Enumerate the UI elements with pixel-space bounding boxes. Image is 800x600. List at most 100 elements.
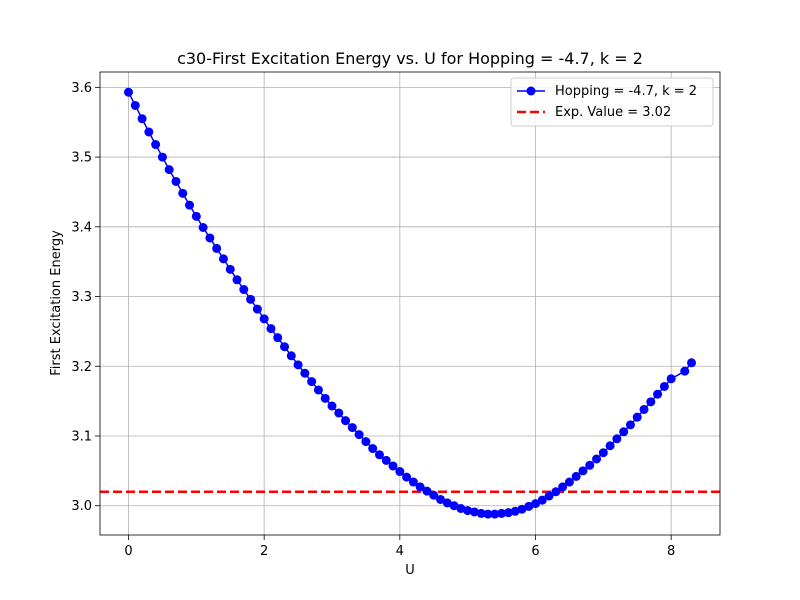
data-point	[178, 188, 188, 198]
data-point	[571, 471, 581, 481]
data-point	[259, 314, 269, 324]
data-point	[436, 494, 446, 504]
data-point	[632, 412, 642, 422]
data-point	[422, 486, 432, 496]
data-point	[151, 140, 161, 150]
data-point	[273, 333, 283, 343]
data-point	[510, 506, 520, 516]
data-point	[659, 381, 669, 391]
data-point	[327, 401, 337, 411]
data-point	[483, 509, 493, 519]
data-point	[212, 243, 222, 253]
data-point	[347, 423, 357, 433]
data-point	[246, 294, 256, 304]
data-point	[266, 324, 276, 334]
y-tick-label: 3.1	[71, 429, 92, 444]
data-point	[517, 504, 527, 514]
data-point	[123, 87, 133, 97]
y-tick-label: 3.2	[71, 360, 92, 375]
data-point	[164, 165, 174, 175]
data-point	[442, 498, 452, 508]
data-point	[381, 455, 391, 465]
x-tick-label: 6	[531, 544, 539, 559]
data-point	[218, 254, 228, 264]
data-point	[578, 466, 588, 476]
data-point	[456, 504, 466, 514]
data-point	[171, 176, 181, 186]
y-tick-label: 3.4	[71, 220, 92, 235]
data-point	[185, 200, 195, 210]
data-point	[300, 368, 310, 378]
data-point	[239, 285, 249, 295]
data-point	[625, 420, 635, 430]
data-point	[490, 509, 500, 519]
y-axis-label: First Excitation Energy	[49, 230, 64, 376]
legend-box	[510, 77, 714, 127]
data-point	[592, 454, 602, 464]
data-point	[354, 430, 364, 440]
data-point	[130, 100, 140, 110]
data-point	[191, 211, 201, 221]
data-point	[361, 437, 371, 447]
data-point	[320, 393, 330, 403]
data-point	[402, 472, 412, 482]
data-point	[449, 501, 459, 511]
data-point	[666, 374, 676, 384]
data-point	[619, 427, 629, 437]
data-point	[469, 507, 479, 517]
plot-area: 0 2 4 6 8 3.0 3.1 3.2 3.3 3.4 3.5 3.6 Hopping = -4.7…	[71, 71, 721, 559]
data-point	[598, 448, 608, 458]
data-point	[225, 264, 235, 274]
data-point	[476, 508, 486, 518]
data-point	[680, 366, 690, 376]
data-point	[639, 404, 649, 414]
data-point	[144, 127, 154, 137]
data-point	[544, 491, 554, 501]
x-tick-label: 8	[667, 544, 675, 559]
x-tick-label: 0	[124, 544, 132, 559]
data-point	[232, 275, 242, 285]
data-point	[388, 461, 398, 471]
x-axis-label: U	[405, 563, 415, 578]
data-point	[646, 397, 656, 407]
data-point	[503, 508, 513, 518]
data-point	[564, 477, 574, 487]
chart-title: c30-First Excitation Energy vs. U for Ho…	[177, 49, 643, 68]
data-point	[585, 460, 595, 470]
data-point	[537, 495, 547, 505]
data-point	[157, 152, 167, 162]
data-point	[307, 377, 317, 387]
legend-series-marker	[526, 86, 536, 96]
data-point	[341, 416, 351, 426]
data-point	[293, 360, 303, 370]
data-point	[205, 233, 215, 243]
data-point	[497, 508, 507, 518]
data-point	[286, 351, 296, 361]
y-tick-label: 3.0	[71, 499, 92, 514]
x-tick-label: 4	[396, 544, 404, 559]
data-point	[524, 501, 534, 511]
data-point	[551, 487, 561, 497]
data-point	[408, 477, 418, 487]
data-point	[198, 222, 208, 232]
data-point	[280, 342, 290, 352]
data-point	[687, 358, 697, 368]
data-point	[530, 499, 540, 509]
legend-series-label: Hopping = -4.7, k = 2	[555, 84, 697, 99]
data-point	[612, 434, 622, 444]
x-tick-label: 2	[260, 544, 268, 559]
data-point	[368, 444, 378, 454]
plot-frame	[99, 71, 721, 536]
data-point	[313, 385, 323, 395]
data-point	[334, 408, 344, 418]
data-point	[463, 506, 473, 516]
y-tick-label: 3.5	[71, 151, 92, 166]
data-point	[558, 482, 568, 492]
data-point	[252, 304, 262, 314]
y-tick-label: 3.6	[71, 81, 92, 96]
legend-reference-label: Exp. Value = 3.02	[555, 105, 671, 120]
data-point	[374, 450, 384, 460]
y-tick-label: 3.3	[71, 290, 92, 305]
data-point	[605, 441, 615, 451]
